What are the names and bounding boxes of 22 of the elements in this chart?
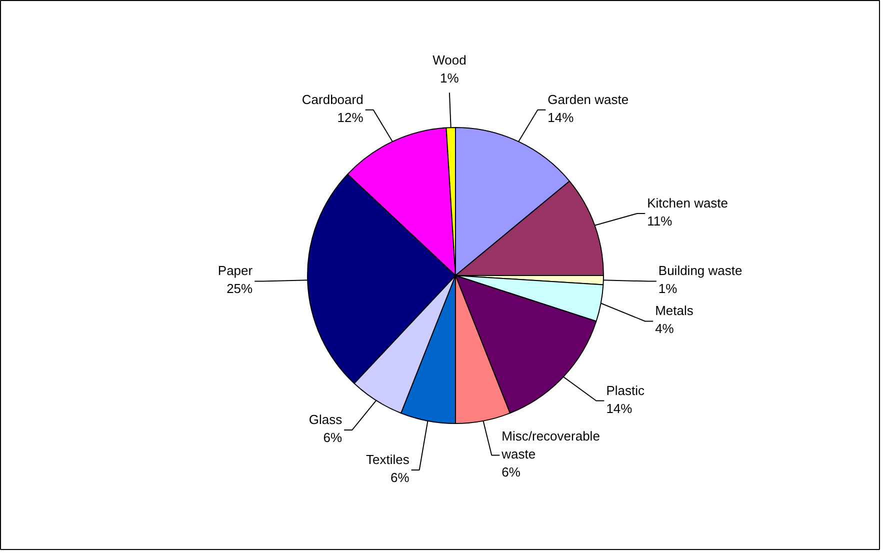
data-label: 25% <box>226 281 254 296</box>
slice-label: Building waste <box>658 263 742 278</box>
slice-label: Wood <box>432 52 466 68</box>
slice-label: Plastic <box>606 382 645 398</box>
slice-label: Misc/recoverable waste <box>500 428 600 462</box>
data-label: 14% <box>606 400 633 416</box>
slice-label: Garden waste <box>548 92 629 107</box>
slice-label: Paper <box>218 263 254 278</box>
slice-label: Textiles <box>366 452 410 468</box>
data-label: 1% <box>440 70 460 86</box>
data-label: 11% <box>647 214 673 229</box>
slice-label: Cardboard <box>302 92 364 107</box>
slice-label: Glass <box>308 412 343 428</box>
data-label: 6% <box>502 464 521 480</box>
slice-label: Metals <box>655 303 694 318</box>
data-label: 4% <box>655 321 674 336</box>
slice-label: Kitchen waste <box>647 196 728 211</box>
data-label: 14% <box>548 110 574 125</box>
data-label: 1% <box>658 281 678 296</box>
data-label: 12% <box>337 110 364 125</box>
data-label: 6% <box>323 430 343 446</box>
data-label: 6% <box>390 470 410 486</box>
